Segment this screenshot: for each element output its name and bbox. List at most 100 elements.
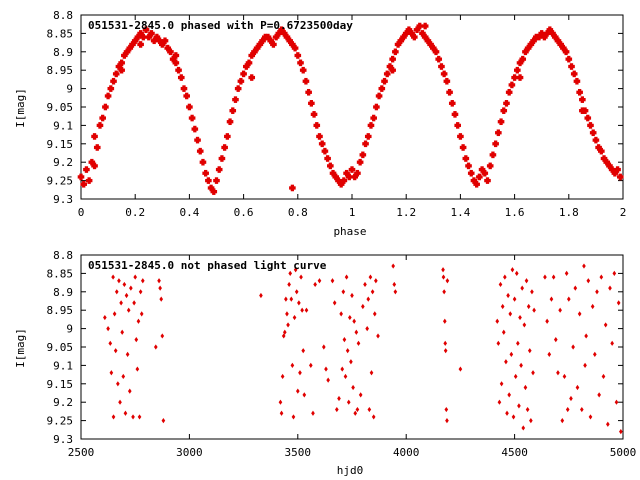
data-point	[317, 278, 322, 284]
data-point	[483, 169, 487, 177]
data-point	[304, 77, 308, 85]
data-point	[282, 329, 287, 335]
y-tick-label: 9.1	[53, 359, 73, 372]
data-point	[138, 41, 143, 48]
data-point	[241, 70, 246, 78]
data-point	[509, 351, 514, 357]
data-point	[293, 44, 297, 52]
data-point	[344, 274, 349, 280]
data-point	[136, 318, 141, 324]
data-point	[155, 33, 159, 41]
data-point	[594, 136, 598, 144]
data-point	[391, 66, 395, 74]
data-point	[540, 30, 544, 37]
data-point	[561, 44, 566, 52]
data-point	[231, 107, 235, 114]
data-point	[499, 118, 503, 126]
data-point	[409, 30, 414, 37]
data-point	[361, 303, 365, 310]
data-point	[466, 162, 471, 170]
data-point	[497, 399, 502, 405]
data-point	[350, 166, 354, 173]
data-point	[300, 307, 304, 313]
data-point	[531, 37, 536, 45]
data-point	[132, 300, 136, 306]
data-point	[599, 274, 604, 280]
data-point	[294, 289, 299, 295]
data-point	[281, 333, 286, 339]
data-point	[514, 270, 519, 276]
y-tick-label: 9.1	[53, 119, 73, 132]
y-tick-label: 9.05	[47, 101, 74, 114]
data-point	[605, 158, 609, 166]
data-point	[584, 333, 588, 339]
data-point	[317, 133, 322, 140]
data-point	[475, 180, 479, 188]
data-point	[252, 48, 257, 56]
data-point	[179, 74, 183, 81]
data-point	[315, 122, 319, 129]
data-point	[363, 281, 367, 288]
data-point	[531, 370, 535, 376]
data-point	[567, 55, 571, 63]
plot-frame	[80, 254, 624, 440]
data-point	[504, 100, 509, 107]
x-tick-label: 0	[78, 206, 85, 219]
data-point	[138, 289, 143, 295]
data-point	[510, 267, 515, 273]
data-point	[423, 33, 427, 41]
data-point	[225, 133, 229, 140]
axis-ticks: 2500 3000 3500 4000 4500 5000 8.8 8.85 8.9 8.95 9 9…	[47, 249, 637, 459]
phased-light-curve-panel: 0 0.2 0.4 0.6 0.8 1 1.2 1.4 1.6 1.8 2 8.8 8.85 8.9 8.9…	[14, 9, 626, 238]
data-point	[220, 155, 224, 162]
y-tick-label: 8.85	[47, 267, 74, 280]
data-point	[290, 184, 295, 192]
data-point	[361, 151, 365, 159]
data-point	[111, 414, 116, 420]
data-point	[137, 414, 142, 420]
data-point	[608, 285, 612, 291]
data-point	[503, 274, 507, 280]
data-point	[393, 289, 398, 295]
data-point	[369, 370, 374, 376]
data-point	[348, 314, 352, 321]
data-point	[396, 41, 400, 48]
data-point	[577, 311, 582, 317]
data-point	[92, 162, 97, 170]
data-point	[571, 344, 575, 350]
data-point	[174, 52, 178, 59]
data-point	[278, 399, 283, 405]
data-point	[113, 348, 118, 354]
data-point	[293, 267, 298, 273]
data-point	[346, 399, 351, 405]
data-point	[309, 100, 313, 107]
data-point	[517, 403, 521, 409]
data-point	[464, 155, 468, 162]
data-point	[134, 337, 139, 343]
data-point	[558, 307, 562, 313]
data-point	[496, 340, 501, 346]
data-point	[596, 144, 601, 151]
data-point	[564, 270, 569, 276]
data-point	[441, 274, 446, 280]
data-point	[603, 322, 608, 328]
x-tick-label: 0.4	[179, 206, 199, 219]
data-point	[501, 329, 506, 335]
data-point	[147, 33, 151, 41]
data-point	[123, 410, 128, 416]
y-tick-label: 9.2	[53, 396, 73, 409]
data-point	[289, 296, 294, 302]
data-point	[301, 66, 305, 74]
data-point	[518, 74, 522, 81]
data-point	[354, 329, 359, 335]
data-point	[371, 414, 376, 420]
data-point	[579, 406, 584, 413]
data-point	[572, 70, 576, 78]
data-point	[518, 59, 522, 67]
data-point	[372, 311, 377, 317]
data-point	[548, 26, 552, 34]
data-point	[313, 281, 317, 288]
data-point	[288, 37, 292, 45]
x-tick-label: 0.8	[288, 206, 308, 219]
data-point	[420, 30, 425, 37]
